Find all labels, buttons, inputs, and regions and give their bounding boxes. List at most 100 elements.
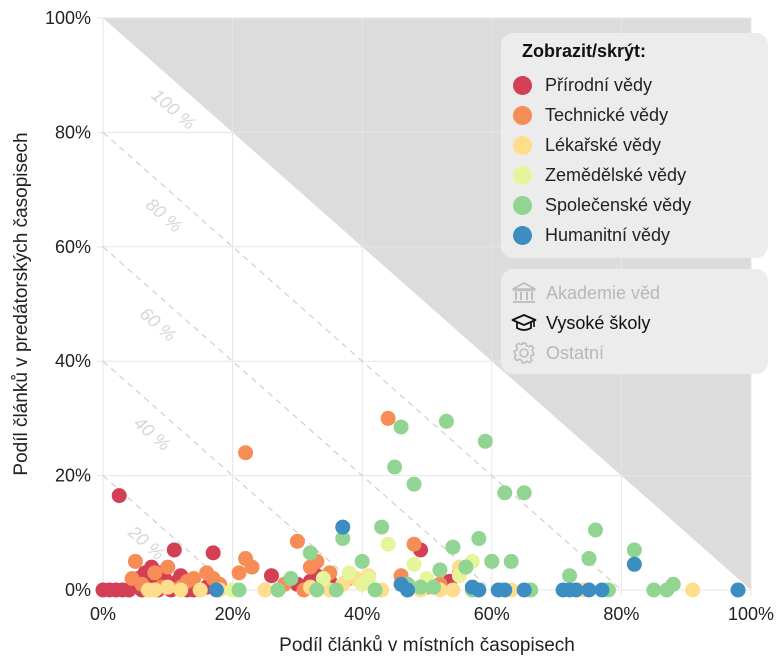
data-point — [328, 582, 344, 598]
legend-institutions: Akademie věd Vysoké školy Ostatní — [501, 269, 768, 374]
data-point — [445, 582, 461, 598]
data-point — [257, 582, 273, 598]
data-point — [503, 553, 519, 569]
legend-item-humanities[interactable]: Humanitní vědy — [513, 221, 670, 249]
y-tick-label: 0% — [65, 580, 91, 600]
y-tick-label: 80% — [55, 122, 91, 142]
data-point — [361, 571, 377, 587]
x-tick-label: 60% — [474, 604, 510, 624]
y-tick-label: 60% — [55, 237, 91, 257]
data-point — [205, 545, 221, 561]
data-point — [263, 568, 279, 584]
data-point — [238, 445, 254, 461]
x-tick-label: 20% — [215, 604, 251, 624]
legend-fields: Zobrazit/skrýt: Přírodní vědy Technické … — [501, 33, 768, 258]
diagonal-label: 40 % — [130, 413, 174, 455]
data-point — [289, 533, 305, 549]
data-point — [458, 559, 474, 575]
data-point — [270, 582, 286, 598]
graduation-cap-icon — [511, 311, 537, 335]
data-point — [380, 536, 396, 552]
data-point — [406, 556, 422, 572]
x-tick-label: 100% — [728, 604, 774, 624]
legend-item-medical-sciences[interactable]: Lékařské vědy — [513, 131, 661, 159]
data-point — [562, 568, 578, 584]
data-point — [387, 459, 403, 475]
legend-title: Zobrazit/skrýt: — [522, 41, 647, 61]
legend-swatch — [513, 195, 532, 215]
data-point — [166, 542, 182, 558]
data-point — [568, 582, 584, 598]
data-point — [367, 582, 383, 598]
filter-universities[interactable]: Vysoké školy — [511, 309, 650, 337]
x-tick-label: 0% — [90, 604, 116, 624]
diagonal-label: 80 % — [142, 194, 186, 236]
y-axis-title: Podíl článků v predátorských časopisech — [11, 132, 32, 475]
legend-label: Lékařské vědy — [545, 134, 662, 155]
data-point — [516, 485, 532, 501]
data-point — [626, 556, 642, 572]
data-point — [626, 542, 642, 558]
legend-label: Humanitní vědy — [545, 224, 671, 245]
data-point — [587, 522, 603, 538]
filter-other[interactable]: Ostatní — [511, 339, 604, 367]
diagonal-line — [102, 360, 363, 591]
data-point — [477, 433, 493, 449]
diagonal-line — [102, 246, 493, 591]
filter-label: Akademie věd — [546, 282, 661, 303]
legend-swatch — [513, 105, 532, 125]
legend-item-social-sciences[interactable]: Společenské vědy — [513, 191, 691, 219]
data-point — [497, 485, 513, 501]
data-point — [471, 582, 487, 598]
legend-swatch — [513, 225, 532, 245]
data-point — [315, 571, 331, 587]
filter-academy-of-sciences[interactable]: Akademie věd — [511, 279, 660, 307]
data-point — [244, 559, 260, 575]
legend-label: Zemědělské vědy — [545, 164, 687, 185]
legend-item-technical-sciences[interactable]: Technické vědy — [513, 101, 668, 129]
data-point — [173, 582, 189, 598]
legend-item-agricultural-sciences[interactable]: Zemědělské vědy — [513, 161, 686, 189]
data-point — [438, 413, 454, 429]
legend-item-natural-sciences[interactable]: Přírodní vědy — [513, 71, 652, 99]
data-point — [111, 488, 127, 504]
data-point — [302, 545, 318, 561]
data-point — [354, 553, 370, 569]
data-point — [400, 582, 416, 598]
data-point — [432, 562, 448, 578]
data-point — [192, 582, 208, 598]
data-point — [147, 582, 163, 598]
data-point — [516, 582, 532, 598]
data-points — [95, 410, 746, 598]
diagonal-label: 60 % — [136, 303, 180, 345]
filter-label: Vysoké školy — [546, 312, 651, 333]
data-point — [335, 531, 351, 547]
data-point — [208, 582, 224, 598]
data-point — [581, 551, 597, 567]
data-point — [665, 576, 681, 592]
data-point — [160, 579, 176, 595]
bank-icon — [511, 281, 537, 305]
x-tick-label: 40% — [344, 604, 380, 624]
legend-swatch — [513, 75, 532, 95]
legend-label: Přírodní vědy — [545, 74, 653, 95]
data-point — [147, 565, 163, 581]
data-point — [309, 582, 325, 598]
data-point — [160, 559, 176, 575]
data-point — [380, 410, 396, 426]
data-point — [231, 565, 247, 581]
data-point — [484, 553, 500, 569]
data-point — [283, 571, 299, 587]
data-point — [594, 582, 610, 598]
data-point — [406, 536, 422, 552]
legend-swatch — [513, 165, 532, 185]
data-point — [730, 582, 746, 598]
data-point — [374, 519, 390, 535]
y-tick-label: 40% — [55, 351, 91, 371]
data-point — [581, 582, 597, 598]
data-point — [445, 539, 461, 555]
data-point — [685, 582, 701, 598]
y-tick-label: 100% — [45, 8, 91, 28]
data-point — [335, 519, 351, 535]
data-point — [425, 579, 441, 595]
